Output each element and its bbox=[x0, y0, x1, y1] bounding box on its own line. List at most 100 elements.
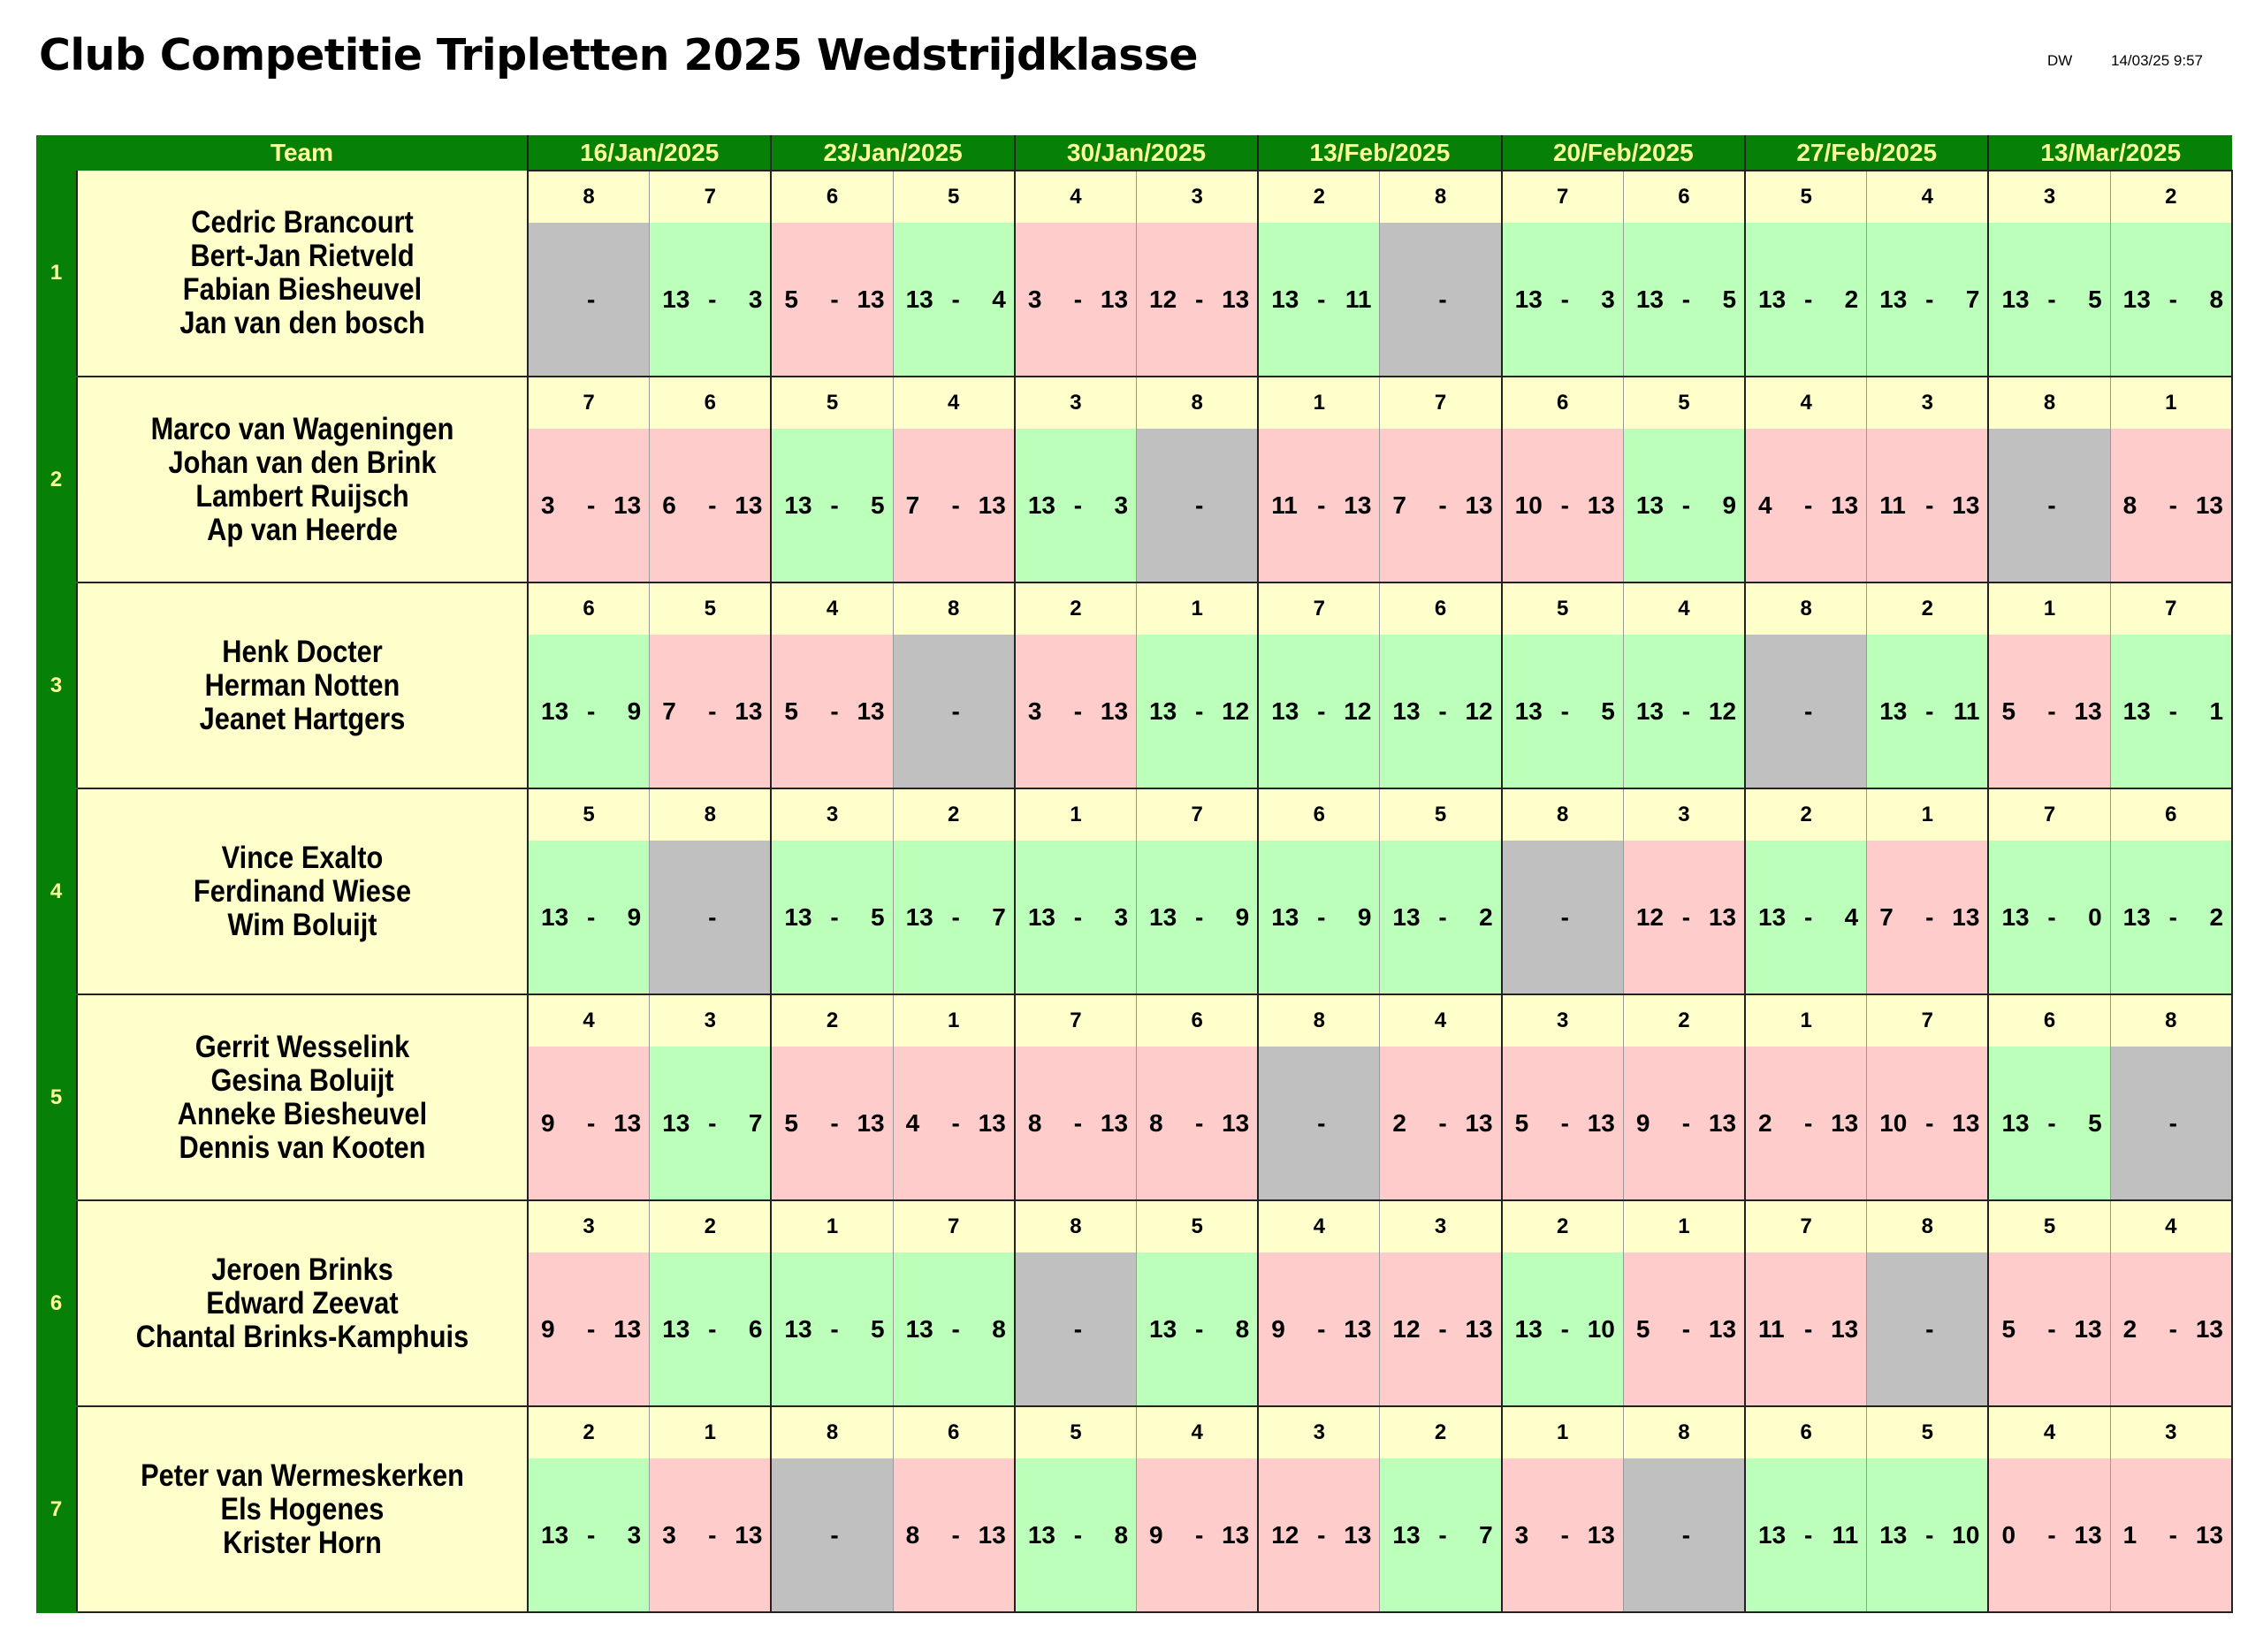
score-separator: - bbox=[1925, 491, 1934, 519]
score-separator: - bbox=[1317, 285, 1326, 313]
match-score-cell: 12-13 bbox=[1622, 841, 1746, 995]
score-separator: - bbox=[586, 1108, 596, 1137]
own-score: 13 bbox=[2122, 285, 2151, 313]
bye-cell: - bbox=[1500, 841, 1624, 995]
score-separator: - bbox=[1317, 1108, 1326, 1137]
opponent-score: 13 bbox=[1952, 1108, 1980, 1137]
score-separator: - bbox=[1438, 285, 1447, 313]
player-name: Wim Boluijt bbox=[227, 907, 377, 942]
own-score: 13 bbox=[2122, 697, 2151, 725]
score-separator: - bbox=[1560, 1520, 1569, 1549]
own-score: 13 bbox=[1271, 697, 1299, 725]
opponent-number: 4 bbox=[1866, 170, 1989, 223]
opponent-number: 4 bbox=[1379, 993, 1502, 1047]
own-score: 13 bbox=[662, 1314, 690, 1343]
opponent-number: 4 bbox=[1257, 1199, 1380, 1252]
bye-cell: - bbox=[1013, 1252, 1137, 1407]
own-score: 13 bbox=[662, 285, 690, 313]
opponent-score: 13 bbox=[1100, 285, 1129, 313]
own-score: 3 bbox=[1027, 697, 1042, 725]
opponent-score: 8 bbox=[1114, 1520, 1129, 1549]
bye-cell: - bbox=[1744, 635, 1867, 789]
player-name: Cedric Brancourt bbox=[191, 205, 414, 240]
score-separator: - bbox=[1194, 1108, 1204, 1137]
match-score-cell: 9 -13 bbox=[527, 1047, 650, 1201]
opponent-number: 7 bbox=[1257, 582, 1380, 635]
score-separator: - bbox=[708, 697, 717, 725]
score-separator: - bbox=[1073, 1108, 1083, 1137]
opponent-score: 1 bbox=[2209, 697, 2224, 725]
match-date-header: 13/Feb/2025 bbox=[1257, 135, 1502, 171]
opponent-score: 13 bbox=[613, 1108, 642, 1137]
score-separator: - bbox=[1194, 285, 1204, 313]
opponent-score: 13 bbox=[1465, 491, 1493, 519]
match-score-cell: 13- 6 bbox=[649, 1252, 772, 1407]
opponent-score: 12 bbox=[1708, 697, 1737, 725]
own-score: 13 bbox=[2122, 902, 2151, 931]
score-separator: - bbox=[951, 1314, 960, 1343]
score-separator: - bbox=[1073, 285, 1083, 313]
score-separator: - bbox=[1073, 491, 1083, 519]
match-score-cell: 3 -13 bbox=[1013, 223, 1137, 377]
own-score: 13 bbox=[2001, 285, 2030, 313]
team-scores-row: 9-13 13-7 5-13 4-13 8-13 8-13-2-13 5-13 9-13 2-1… bbox=[36, 1047, 2233, 1201]
match-score-cell: 13- 3 bbox=[1500, 223, 1624, 377]
score-separator: - bbox=[2168, 285, 2177, 313]
score-separator: - bbox=[1803, 1314, 1813, 1343]
player-name: Chantal Brinks-Kamphuis bbox=[135, 1319, 469, 1354]
match-score-cell: 13- 8 bbox=[1013, 1458, 1137, 1613]
score-separator: - bbox=[708, 1108, 717, 1137]
opponent-number: 5 bbox=[527, 788, 650, 841]
team-number: 3 bbox=[36, 582, 77, 789]
opponent-number: 3 bbox=[1500, 993, 1624, 1047]
opponent-number: 4 bbox=[770, 582, 894, 635]
opponent-score: 13 bbox=[1831, 491, 1859, 519]
opponent-number: 7 bbox=[892, 1199, 1015, 1252]
opponent-score: 13 bbox=[1831, 1108, 1859, 1137]
match-score-cell: 10-13 bbox=[1500, 429, 1624, 583]
player-name: Edward Zeevat bbox=[206, 1285, 399, 1321]
own-score: 9 bbox=[1635, 1108, 1650, 1137]
opponent-score: 13 bbox=[1587, 1520, 1615, 1549]
score-separator: - bbox=[1073, 1314, 1083, 1343]
opponent-number: 1 bbox=[2109, 376, 2233, 429]
player-name: Gerrit Wesselink bbox=[194, 1029, 410, 1064]
opponent-score: 2 bbox=[1844, 285, 1859, 313]
player-name: Fabian Biesheuvel bbox=[182, 272, 423, 307]
opponent-number: 8 bbox=[892, 582, 1015, 635]
match-score-cell: 5 -13 bbox=[1987, 1252, 2111, 1407]
match-score-cell: 10-13 bbox=[1866, 1047, 1989, 1201]
opponent-score: 13 bbox=[1465, 1108, 1493, 1137]
score-separator: - bbox=[1803, 902, 1813, 931]
match-score-cell: 13-12 bbox=[1257, 635, 1380, 789]
opponent-score: 13 bbox=[857, 697, 885, 725]
own-score: 13 bbox=[2001, 1108, 2030, 1137]
opponent-number: 5 bbox=[1013, 1405, 1137, 1458]
match-score-cell: 6 -13 bbox=[649, 429, 772, 583]
team-scores-row: 13-3 3-13-8-13 13-8 9-13 12-13 13-7 3-13-13-11… bbox=[36, 1458, 2233, 1613]
team-opponents-row: 3 Henk Docter Herman Notten Jeanet Hartgers… bbox=[36, 582, 2233, 789]
match-score-cell: 9 -13 bbox=[1136, 1458, 1259, 1613]
opponent-number: 8 bbox=[649, 788, 772, 841]
player-name: Henk Docter bbox=[222, 634, 383, 669]
own-score: 13 bbox=[1027, 1520, 1055, 1549]
score-separator: - bbox=[1073, 1520, 1083, 1549]
own-score: 13 bbox=[1514, 697, 1543, 725]
opponent-number: 7 bbox=[649, 170, 772, 223]
match-score-cell: 4 -13 bbox=[892, 1047, 1015, 1201]
own-score: 13 bbox=[541, 1520, 569, 1549]
team-number: 6 bbox=[36, 1200, 77, 1407]
own-score: 13 bbox=[1149, 697, 1177, 725]
score-separator: - bbox=[708, 491, 717, 519]
match-score-cell: 13-10 bbox=[1500, 1252, 1624, 1407]
player-name: Bert-Jan Rietveld bbox=[190, 239, 415, 273]
match-score-cell: 5 -13 bbox=[1622, 1252, 1746, 1407]
own-score: 13 bbox=[1149, 1314, 1177, 1343]
own-score: 7 bbox=[662, 697, 676, 725]
score-separator: - bbox=[2168, 491, 2177, 519]
opponent-score: 3 bbox=[1601, 285, 1615, 313]
own-score: 11 bbox=[1758, 1314, 1785, 1343]
score-separator: - bbox=[1803, 1520, 1813, 1549]
score-separator: - bbox=[830, 1520, 839, 1549]
opponent-number: 3 bbox=[1987, 170, 2111, 223]
